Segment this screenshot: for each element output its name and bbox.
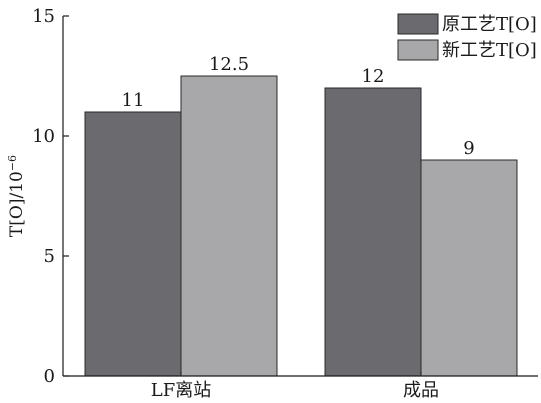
y-tick-label: 15 xyxy=(32,6,55,27)
plot-area: 11 12.5 12 9 xyxy=(84,54,518,377)
bar-new-0 xyxy=(180,75,278,377)
x-axis: LF离站 成品 xyxy=(63,371,538,401)
data-label: 11 xyxy=(122,90,145,111)
y-tick-label: 10 xyxy=(32,126,55,147)
legend: 原工艺T[O] 新工艺T[O] xyxy=(397,13,537,61)
y-tick-label: 5 xyxy=(44,246,55,267)
y-axis-title: T[O]/10−6 xyxy=(6,155,28,237)
legend-label: 新工艺T[O] xyxy=(442,40,537,61)
bar-new-1 xyxy=(420,159,518,377)
data-label: 12.5 xyxy=(209,54,249,75)
y-axis-title-text: T[O]/10 xyxy=(7,171,27,237)
y-axis-title-exponent: −6 xyxy=(6,155,19,171)
x-category-label: 成品 xyxy=(403,380,439,401)
y-tick-label: 0 xyxy=(44,366,55,387)
x-category-label: LF离站 xyxy=(151,380,211,401)
data-label: 9 xyxy=(463,138,474,159)
legend-swatch xyxy=(397,13,439,35)
legend-label: 原工艺T[O] xyxy=(442,14,537,35)
legend-swatch xyxy=(397,39,439,61)
bar-old-1 xyxy=(324,87,422,377)
bar-old-0 xyxy=(84,111,182,377)
y-axis: 0 5 10 15 xyxy=(32,6,69,387)
data-label: 12 xyxy=(362,66,385,87)
